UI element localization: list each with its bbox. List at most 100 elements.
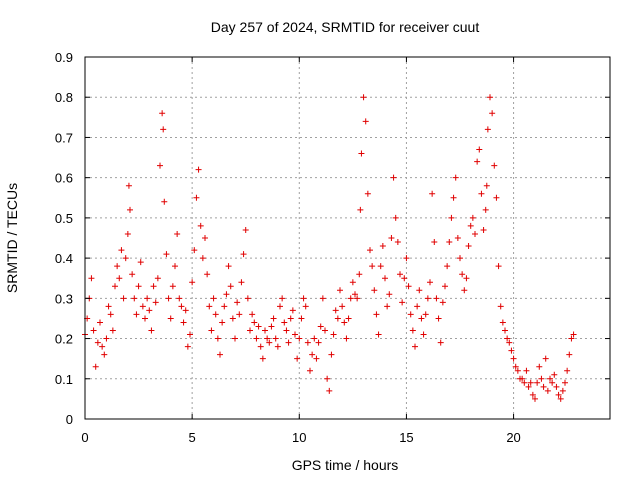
data-point [227, 283, 234, 290]
data-point [527, 379, 534, 386]
data-point [394, 239, 401, 246]
data-point [242, 226, 249, 233]
data-point [412, 343, 418, 350]
plot-frame [84, 56, 611, 420]
data-point [214, 335, 221, 342]
data-point [542, 355, 549, 362]
data-point [180, 319, 187, 326]
data-point [414, 303, 421, 310]
data-point [234, 299, 241, 306]
data-point [439, 299, 446, 306]
data-point [135, 283, 142, 290]
y-tick-label: 0.2 [55, 332, 73, 347]
data-point [384, 303, 391, 310]
data-point [478, 190, 485, 197]
data-point [409, 327, 416, 334]
data-point [386, 291, 393, 298]
data-point [544, 387, 551, 394]
data-point [206, 303, 213, 310]
data-point [160, 126, 167, 133]
data-point [296, 335, 303, 342]
data-point [125, 182, 132, 189]
y-tick-label: 0.9 [55, 50, 73, 65]
data-point [540, 383, 547, 390]
data-point [103, 335, 110, 342]
data-point [272, 335, 279, 342]
data-point [266, 339, 273, 346]
data-point [448, 214, 455, 221]
data-point [172, 263, 178, 270]
data-point [313, 355, 320, 362]
data-point [377, 263, 384, 270]
data-point [187, 331, 193, 338]
data-point [427, 279, 433, 286]
x-tick-label: 0 [81, 430, 88, 445]
data-point [129, 271, 136, 278]
data-point [367, 247, 373, 254]
data-point [279, 295, 286, 302]
data-point [163, 251, 170, 258]
y-tick-label: 0 [66, 412, 73, 427]
data-point [259, 355, 266, 362]
data-point [388, 235, 395, 241]
data-point [373, 311, 380, 318]
data-point [294, 355, 301, 362]
data-point [217, 351, 223, 358]
data-point [454, 235, 461, 241]
data-point [255, 323, 262, 330]
data-point [202, 235, 208, 241]
data-point [268, 323, 275, 330]
data-point [483, 182, 490, 189]
data-point [144, 295, 151, 302]
data-point [557, 395, 564, 402]
grid-lines [84, 56, 610, 420]
data-point [356, 271, 363, 278]
y-tick-label: 0.6 [55, 171, 73, 186]
x-tick-label: 10 [292, 430, 306, 445]
data-point [497, 303, 504, 310]
data-point [326, 387, 333, 394]
data-point [199, 255, 206, 262]
data-point [532, 395, 538, 402]
data-point [195, 166, 202, 173]
data-point [107, 311, 114, 318]
data-point [339, 303, 346, 310]
data-point [257, 343, 264, 350]
data-points [82, 94, 577, 402]
data-point [538, 375, 545, 382]
data-point [349, 279, 356, 286]
data-point [446, 239, 453, 246]
data-point [512, 363, 519, 370]
data-point [212, 311, 219, 318]
data-point [463, 275, 470, 282]
data-point [514, 367, 521, 374]
data-point [277, 303, 283, 310]
data-point [347, 295, 354, 302]
data-point [148, 327, 155, 334]
data-point [298, 315, 305, 322]
data-point [292, 331, 298, 338]
data-point [433, 295, 440, 302]
data-point [189, 279, 196, 286]
data-point [493, 194, 500, 201]
data-point [553, 383, 560, 390]
data-point [570, 331, 577, 338]
data-point [176, 295, 183, 302]
data-point [210, 295, 217, 302]
data-point [482, 206, 489, 213]
data-point [328, 351, 335, 358]
data-point [137, 259, 144, 266]
data-point [364, 190, 371, 197]
data-point [309, 351, 316, 358]
data-point [566, 351, 573, 358]
data-point [444, 263, 451, 270]
data-point [499, 319, 506, 326]
data-point [262, 327, 268, 334]
data-point [343, 335, 350, 342]
data-point [369, 263, 376, 270]
data-point [352, 291, 358, 298]
data-point [221, 303, 228, 310]
data-point [502, 327, 508, 334]
data-point [236, 311, 243, 318]
data-point [510, 355, 517, 362]
